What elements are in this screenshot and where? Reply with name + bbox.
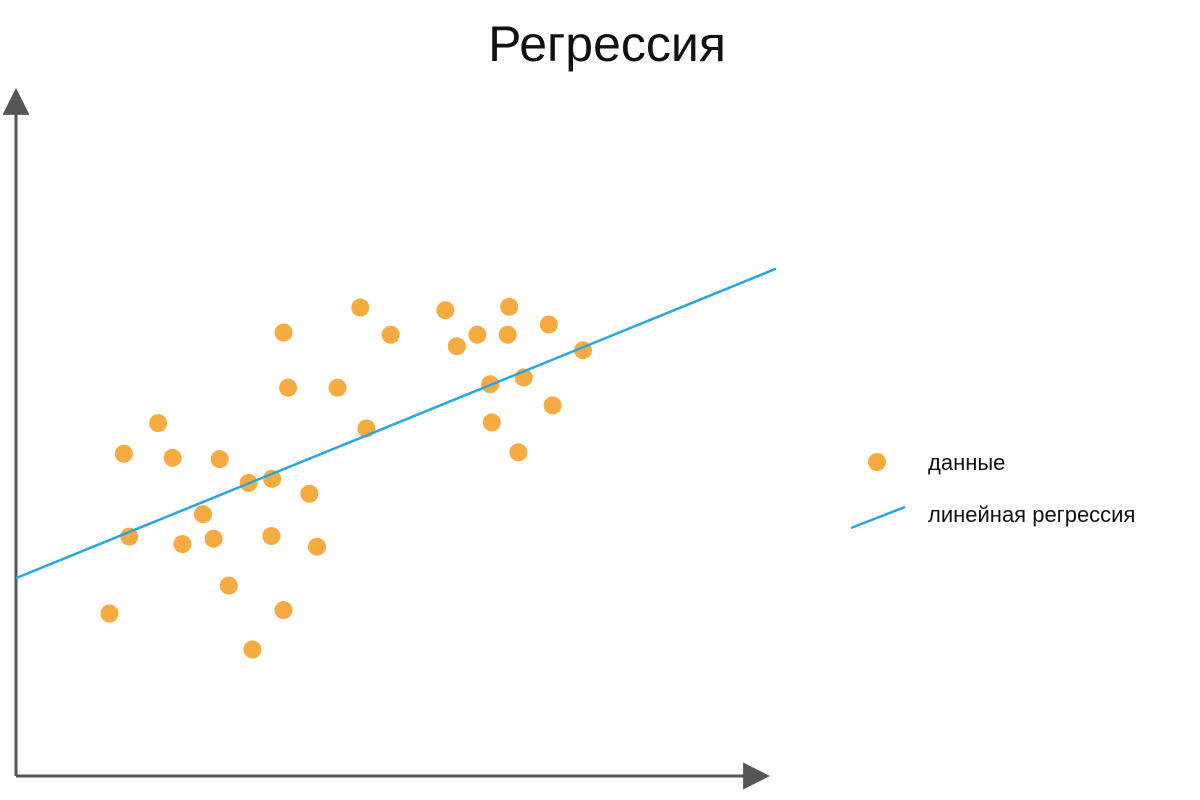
data-point	[100, 604, 119, 623]
data-point	[500, 297, 519, 316]
data-point	[351, 298, 370, 317]
data-point	[482, 413, 501, 432]
regression-line	[15, 267, 777, 580]
data-point	[381, 325, 400, 344]
data-point	[274, 601, 293, 620]
data-point	[263, 469, 282, 488]
data-point	[436, 301, 455, 320]
data-point	[120, 527, 139, 546]
data-point	[498, 325, 517, 344]
data-point	[274, 323, 293, 342]
legend-line-swatch	[850, 505, 906, 530]
data-point	[308, 537, 326, 556]
legend-point-swatch	[868, 453, 886, 471]
data-point	[300, 484, 319, 503]
data-point	[204, 529, 223, 548]
data-point	[543, 396, 562, 415]
data-point	[468, 325, 487, 344]
data-point	[447, 337, 466, 356]
plot-area	[15, 267, 777, 659]
data-point	[243, 640, 262, 659]
data-point	[173, 535, 192, 554]
data-point	[539, 315, 558, 334]
data-point	[262, 527, 281, 545]
data-point	[114, 444, 133, 463]
data-point	[279, 378, 298, 397]
data-point	[163, 448, 182, 467]
legend: данные линейная регрессия	[850, 450, 1135, 530]
data-point	[194, 505, 212, 524]
chart-title: Регрессия	[488, 16, 726, 72]
data-point	[509, 443, 528, 462]
data-point	[328, 378, 347, 397]
data-point	[219, 576, 238, 595]
legend-label-data: данные	[928, 450, 1005, 475]
legend-label-regression: линейная регрессия	[928, 502, 1135, 527]
data-point	[210, 450, 229, 469]
data-point	[149, 414, 168, 433]
